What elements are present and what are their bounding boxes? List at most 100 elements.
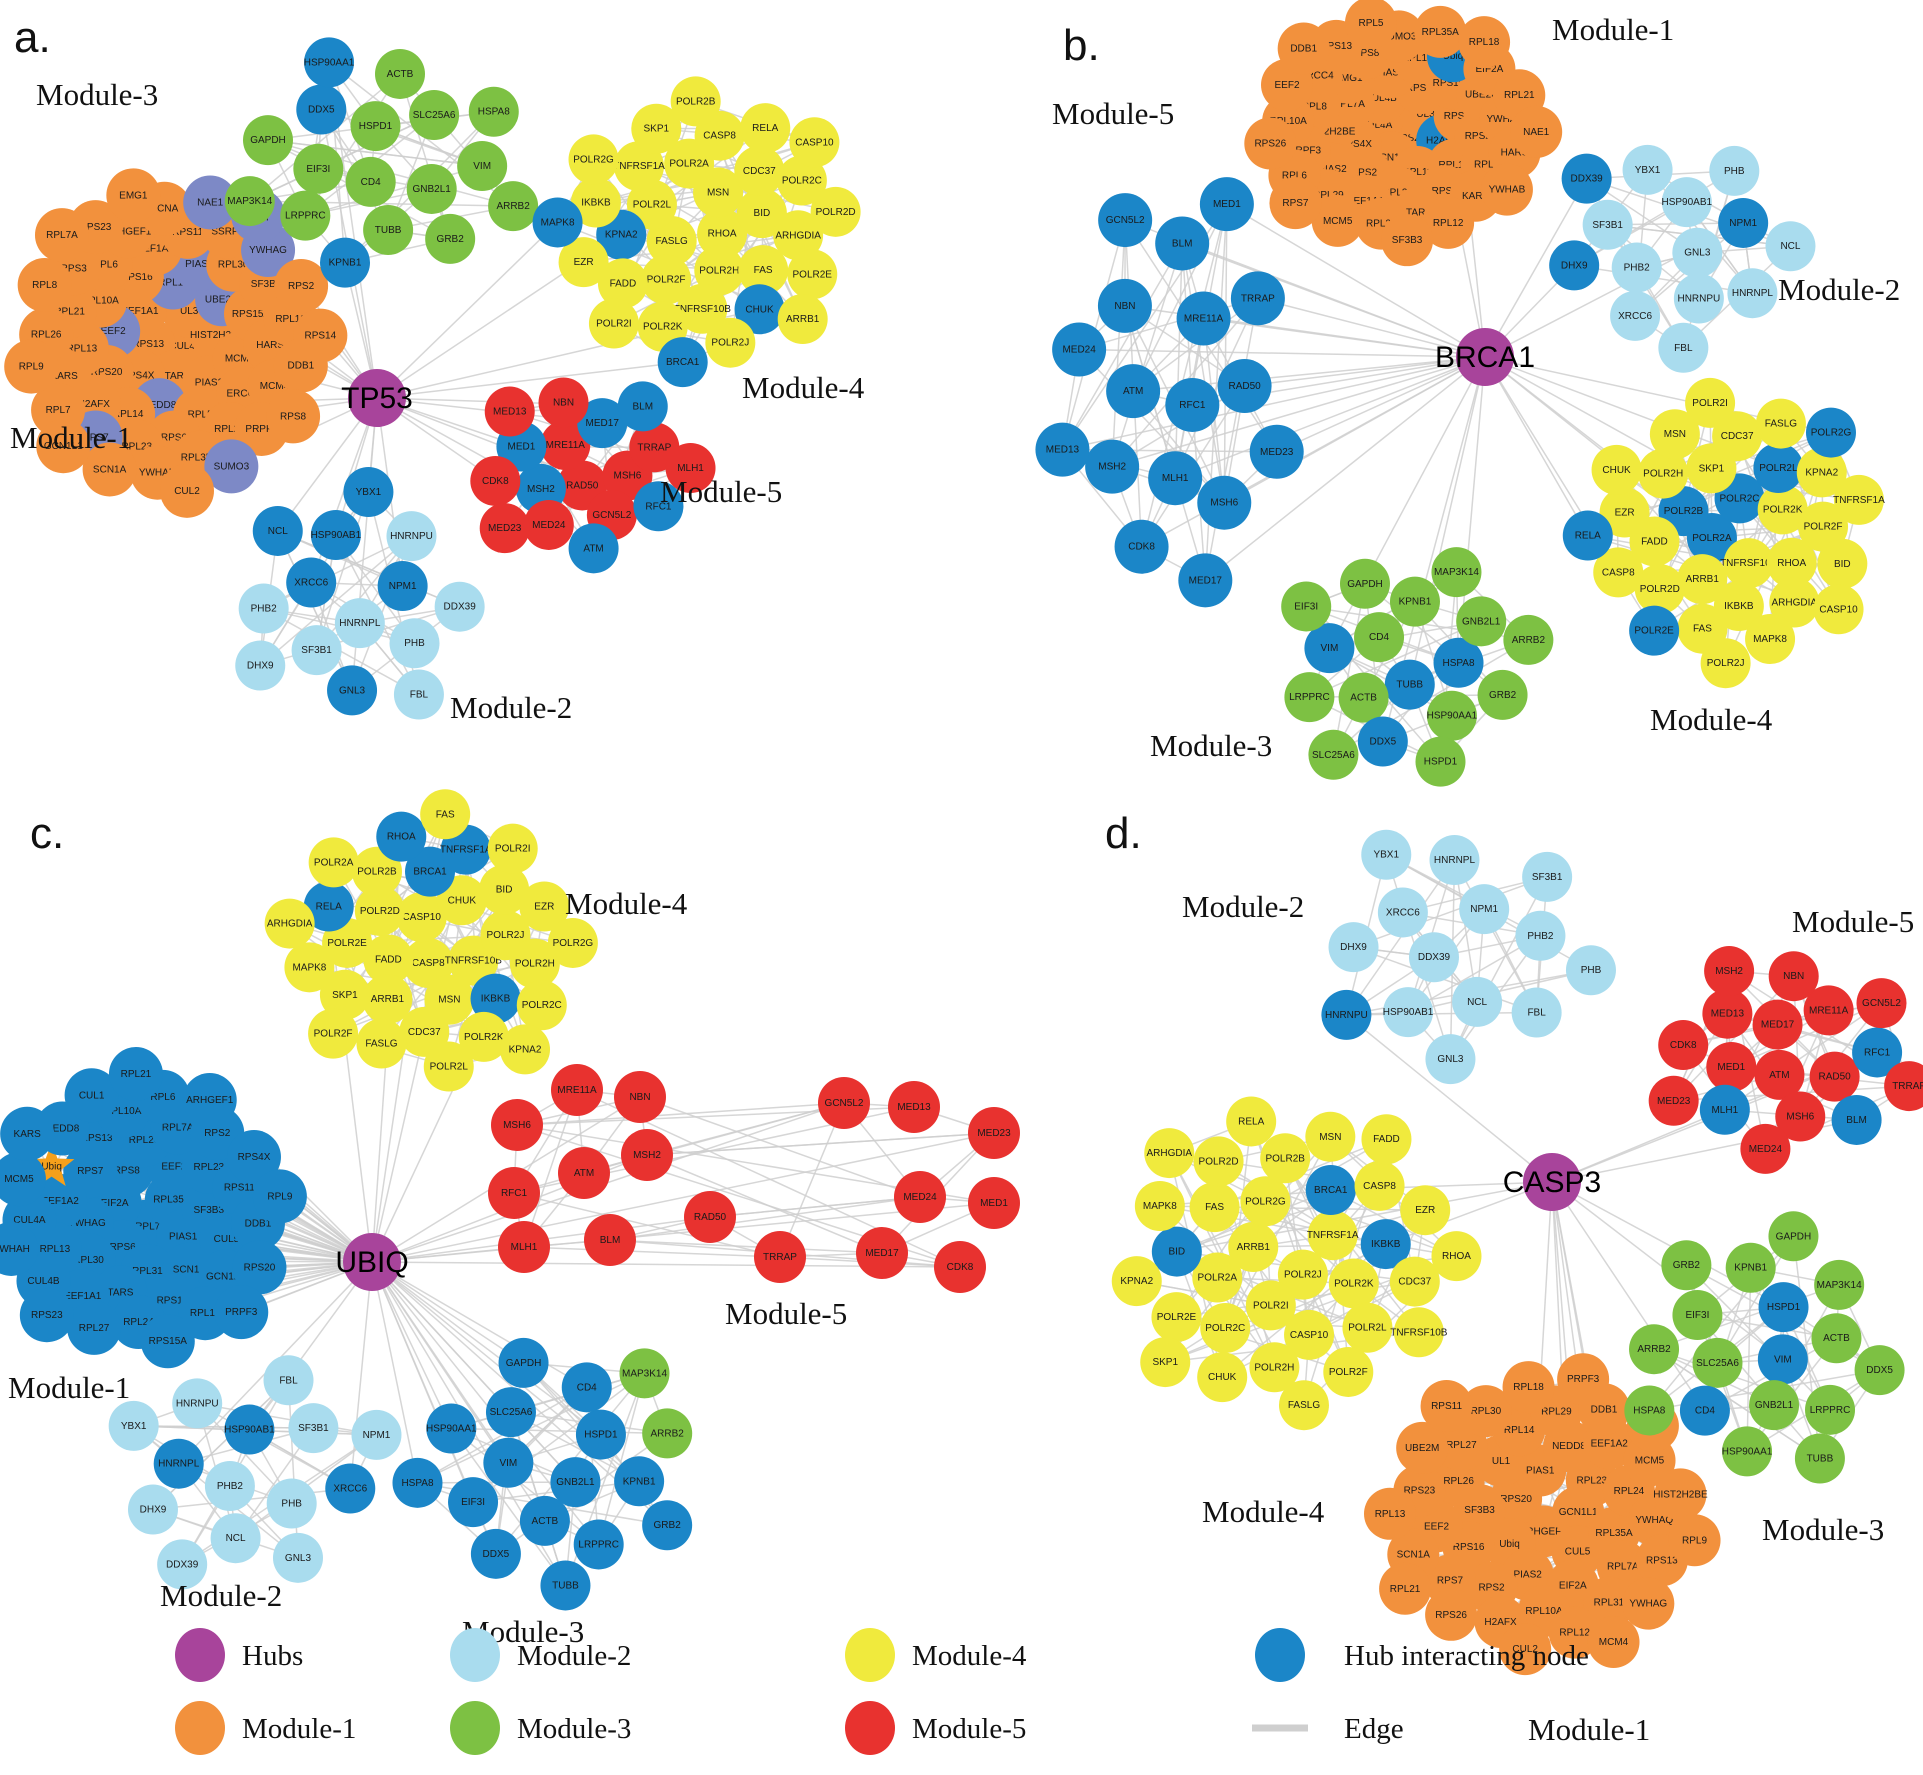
gene-node <box>1106 364 1161 419</box>
gene-node <box>740 103 791 154</box>
module-label: Module-4 <box>1202 1494 1325 1529</box>
hub-node-tp53 <box>348 369 406 427</box>
gene-label: RPL21 <box>121 1069 152 1080</box>
module-label: Module-4 <box>742 370 865 405</box>
gene-node <box>1307 1210 1358 1261</box>
gene-label: SCN1A <box>173 1265 207 1276</box>
gene-label: EIF3I <box>306 164 330 175</box>
gene-label: POLR2A <box>669 159 709 170</box>
hub-edge <box>349 1261 373 1489</box>
gene-node <box>252 505 303 556</box>
gene-label: CUL2 <box>1512 1644 1538 1655</box>
gene-label: RPL5 <box>188 409 213 420</box>
hub-edge <box>371 1261 602 1436</box>
gene-node <box>1661 177 1712 228</box>
gene-node <box>1244 117 1297 170</box>
edge <box>1329 620 1482 649</box>
gene-node <box>67 1300 122 1355</box>
gene-label: ARHGDIA <box>1772 598 1818 609</box>
gene-node <box>377 561 428 612</box>
gene-node <box>1361 1114 1412 1165</box>
gene-label: PRPF3 <box>225 1307 258 1318</box>
gene-label: POLR2D <box>1640 584 1680 595</box>
edge <box>523 1089 578 1248</box>
gene-label: SF3B3 <box>1464 1505 1495 1516</box>
gene-node <box>293 308 348 363</box>
gene-label: HNRNPL <box>339 618 381 629</box>
hub-edge <box>1551 1181 1706 1412</box>
edge <box>1653 1284 1840 1350</box>
gene-label: CASP8 <box>1602 567 1635 578</box>
gene-node <box>36 419 91 474</box>
edge <box>259 535 412 667</box>
gene-label: FBL <box>1674 343 1693 354</box>
gene-node <box>226 1130 281 1185</box>
gene-node <box>351 1409 402 1460</box>
gene-node <box>1549 240 1600 291</box>
gene-node <box>629 422 680 473</box>
gene-node <box>487 823 538 874</box>
gene-label: UBE2M <box>1405 1443 1439 1454</box>
gene-label: NCL <box>1467 997 1487 1008</box>
gene-label: CHUK <box>1208 1372 1237 1383</box>
gene-label: RFC1 <box>645 501 672 512</box>
gene-node <box>214 1285 269 1340</box>
edge <box>1353 946 1537 1014</box>
module-label: Module-1 <box>10 420 132 455</box>
gene-label: TNFRSF10B <box>445 956 503 967</box>
gene-label: DHX9 <box>1561 260 1588 271</box>
gene-label: RPL7 <box>135 1222 160 1233</box>
gene-label: Ubiq <box>1499 1539 1520 1550</box>
gene-node <box>252 1169 307 1224</box>
gene-node <box>1260 1133 1311 1184</box>
gene-node <box>1718 197 1769 248</box>
gene-label: UBE2M <box>1465 90 1499 101</box>
hub-edge <box>1345 1014 1553 1183</box>
gene-node <box>1510 105 1563 158</box>
gene-label: YBX1 <box>356 487 382 498</box>
module-label: Module-1 <box>1552 12 1674 47</box>
edge <box>451 1427 668 1435</box>
gene-label: PHB <box>1724 166 1745 177</box>
gene-label: POLR2K <box>464 1032 504 1043</box>
hub-node-brca1 <box>1456 328 1514 386</box>
edge <box>1385 854 1541 937</box>
labels: a. Module-1 Module-2 Module-3 Module-4 Module… <box>8 12 1914 1747</box>
gene-node <box>1831 1094 1882 1145</box>
gene-label: MSH6 <box>503 1120 531 1131</box>
gene-label: POLR2D <box>1199 1156 1239 1167</box>
gene-label: BLM <box>632 401 653 412</box>
hub-edge <box>1244 356 1486 387</box>
gene-label: MAPK8 <box>541 217 575 228</box>
gene-label: EEF1A2 <box>1591 1439 1629 1450</box>
gene-label: RPS23 <box>80 222 112 233</box>
gene-label: MCM4 <box>1599 1637 1629 1648</box>
edge <box>1132 203 1228 392</box>
gene-label: RPL21 <box>54 306 85 317</box>
gene-node <box>396 892 447 943</box>
gene-node <box>754 1231 806 1283</box>
gene-label: DDX39 <box>1418 952 1451 963</box>
gene-node <box>488 181 539 232</box>
gene-label: MRE11A <box>1809 1005 1849 1016</box>
gene-node <box>1757 484 1808 535</box>
gene-label: RPS20 <box>1500 1494 1532 1505</box>
gene-label: MAP3K14 <box>622 1368 667 1379</box>
gene-node <box>1305 1111 1356 1162</box>
gene-node <box>350 101 401 152</box>
gene-node <box>575 1409 626 1460</box>
gene-label: CDK8 <box>947 1262 974 1273</box>
edge <box>152 1487 351 1511</box>
gene-label: NCL <box>226 1533 246 1544</box>
gene-label: RPL12 <box>275 314 306 325</box>
gene-label: RPS11 <box>1406 83 1437 94</box>
gene-node <box>568 523 619 574</box>
gene-label: MRE11A <box>546 440 586 451</box>
gene-node <box>1114 519 1169 574</box>
gene-label: CD4 <box>1369 632 1389 643</box>
gene-node <box>1814 1259 1865 1310</box>
gene-label: CD4 <box>577 1382 597 1393</box>
gene-label: XRCC6 <box>1618 311 1652 322</box>
gene-label: MLH1 <box>1711 1105 1738 1116</box>
gene-label: MSN <box>1664 429 1686 440</box>
